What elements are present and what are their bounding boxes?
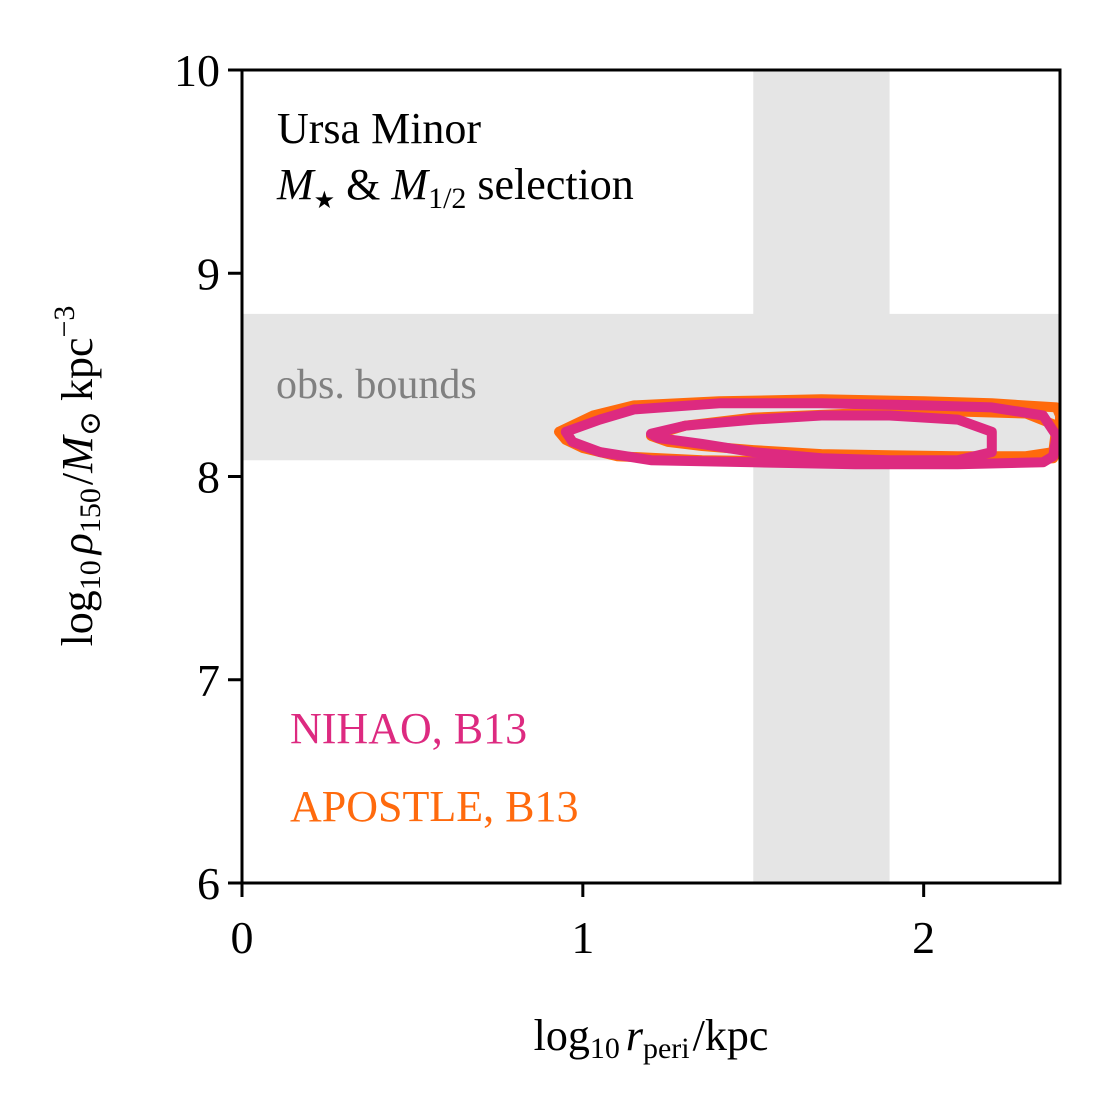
x-tick-label: 1 (571, 912, 594, 963)
annotation-title: Ursa Minor (277, 104, 481, 153)
y-axis: 6 7 8 9 10 (174, 45, 242, 909)
x-tick-label: 2 (912, 912, 935, 963)
nihao-contour-1 (560, 398, 1060, 470)
y-axis-label: log10ρ150/M⊙kpc−3 (48, 306, 107, 647)
observation-bands (242, 70, 1060, 883)
y-tick-label: 10 (174, 45, 220, 96)
y-tick-label: 8 (197, 452, 220, 503)
nihao-contour-2 (646, 410, 997, 466)
y-tick-label: 9 (197, 248, 220, 299)
y-tick-label: 7 (197, 655, 220, 706)
annotation-selection: M★ & M1/2 selection (276, 160, 634, 215)
band-label: obs. bounds (276, 362, 477, 408)
x-axis-label: log10 rperi/kpc (534, 1011, 769, 1065)
x-tick-label: 0 (231, 912, 254, 963)
legend-apostle: APOSTLE, B13 (290, 782, 578, 831)
legend-nihao: NIHAO, B13 (290, 704, 527, 753)
obs-x-band (753, 70, 890, 883)
contour-layer (554, 394, 1060, 470)
y-tick-label: 6 (197, 858, 220, 909)
x-axis: 0 1 2 (231, 883, 935, 963)
